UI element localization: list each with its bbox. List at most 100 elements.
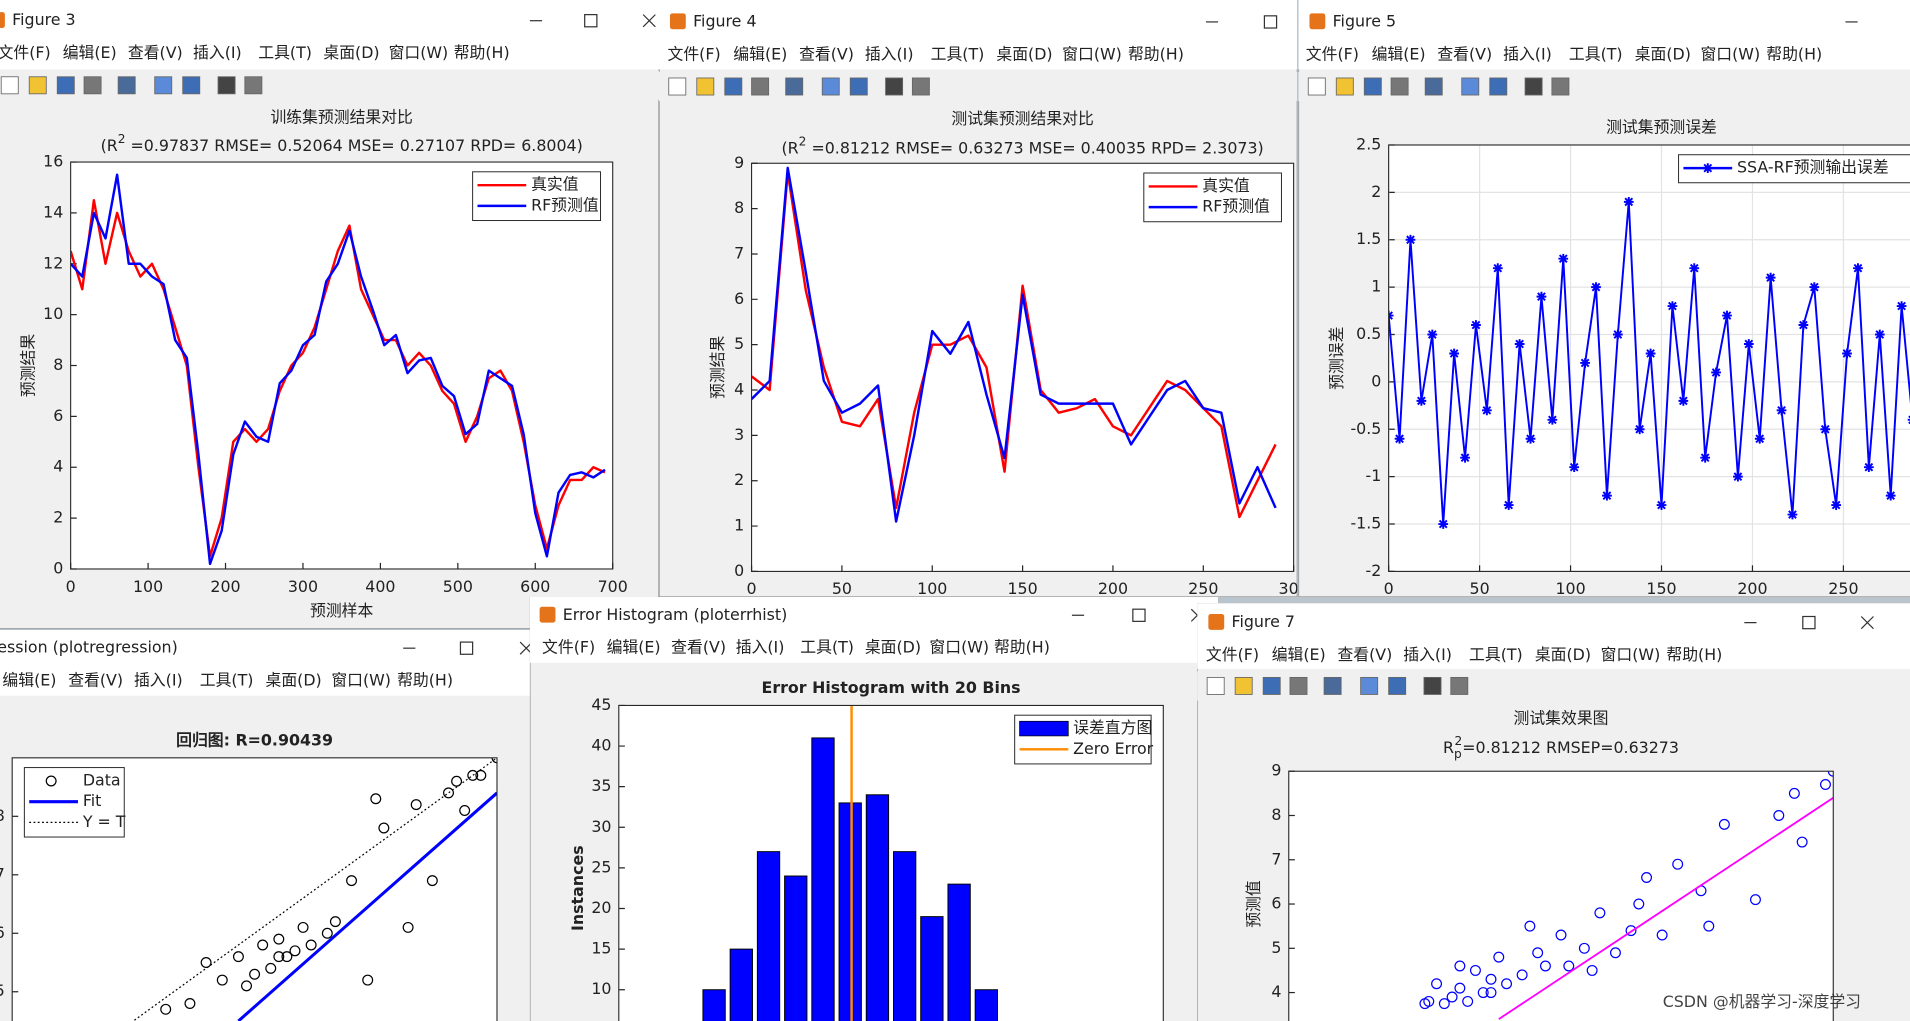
toolbar-button[interactable]: [1390, 77, 1409, 96]
maximize-button[interactable]: [459, 641, 474, 655]
menu-item[interactable]: 桌面(D): [266, 671, 322, 690]
toolbar-button[interactable]: [1234, 676, 1253, 695]
data-point: [216, 974, 228, 986]
toolbar-button[interactable]: [83, 76, 102, 95]
y-tick-label: -0.5: [1350, 419, 1381, 438]
toolbar-button[interactable]: [885, 77, 904, 96]
menu-item[interactable]: 桌面(D): [1635, 44, 1691, 63]
toolbar-button[interactable]: [1423, 676, 1442, 695]
menu-item[interactable]: 文件(F): [1306, 44, 1359, 63]
toolbar-button[interactable]: [1363, 77, 1382, 96]
toolbar-button[interactable]: [1489, 77, 1508, 96]
toolbar-button[interactable]: [154, 76, 173, 95]
data-point: [305, 939, 317, 951]
title-bar: [0, 0, 659, 70]
toolbar-button[interactable]: [785, 77, 804, 96]
menu-item[interactable]: 工具(T): [931, 44, 985, 63]
menu-item[interactable]: 编辑(E): [63, 43, 117, 62]
menu-item[interactable]: 查看(V): [671, 638, 726, 657]
data-point: [1493, 951, 1505, 963]
toolbar-button[interactable]: [182, 76, 201, 95]
menu-item[interactable]: 工具(T): [1469, 645, 1523, 664]
close-button[interactable]: [1860, 616, 1874, 630]
toolbar-button[interactable]: [1450, 676, 1469, 695]
menu-item[interactable]: 帮助(H): [1128, 44, 1184, 63]
menu-item[interactable]: 帮助(H): [454, 43, 510, 62]
menu-item[interactable]: 桌面(D): [865, 638, 921, 657]
maximize-button[interactable]: [1263, 15, 1278, 29]
toolbar-button[interactable]: [1206, 676, 1225, 695]
menu-item[interactable]: 桌面(D): [323, 43, 379, 62]
point-marker: [1689, 263, 1700, 274]
menu-item[interactable]: 查看(V): [1337, 645, 1392, 664]
menu-item[interactable]: 查看(V): [1437, 44, 1492, 63]
toolbar-button[interactable]: [244, 76, 263, 95]
menu-item[interactable]: 编辑(E): [733, 44, 787, 63]
menu-item[interactable]: 窗口(W): [1601, 645, 1661, 664]
menu-item[interactable]: 工具(T): [200, 671, 254, 690]
toolbar-button[interactable]: [1424, 77, 1443, 96]
menu-item[interactable]: 帮助(H): [1766, 44, 1822, 63]
menu-item[interactable]: 插入(I): [736, 638, 785, 657]
toolbar-button[interactable]: [1551, 77, 1570, 96]
menu-item[interactable]: 插入(I): [134, 671, 183, 690]
menu-item[interactable]: 窗口(W): [331, 671, 391, 690]
menu-item[interactable]: 窗口(W): [929, 638, 989, 657]
menu-item[interactable]: 文件(F): [1206, 645, 1259, 664]
toolbar-button[interactable]: [849, 77, 868, 96]
menu-item[interactable]: 帮助(H): [994, 638, 1050, 657]
toolbar-button[interactable]: [1524, 77, 1543, 96]
maximize-button[interactable]: [1132, 608, 1146, 622]
toolbar-button[interactable]: [1388, 676, 1407, 695]
toolbar-button[interactable]: [1360, 676, 1379, 695]
toolbar-button[interactable]: [696, 77, 715, 96]
point-marker: [1853, 263, 1863, 274]
toolbar-button[interactable]: [1461, 77, 1480, 96]
menu-item[interactable]: 桌面(D): [1535, 645, 1591, 664]
toolbar-button[interactable]: [668, 77, 687, 96]
x-tick-label: 150: [1646, 579, 1676, 598]
menu-item[interactable]: 编辑(E): [1272, 645, 1326, 664]
toolbar-button[interactable]: [217, 76, 236, 95]
menu-item[interactable]: 插入(I): [1403, 645, 1452, 664]
menu-item[interactable]: 工具(T): [258, 43, 312, 62]
toolbar-button[interactable]: [1262, 676, 1281, 695]
menu-item[interactable]: 编辑(E): [607, 638, 661, 657]
menu-item[interactable]: 窗口(W): [1700, 44, 1760, 63]
menu-item[interactable]: 编辑(E): [1372, 44, 1426, 63]
toolbar-button[interactable]: [751, 77, 770, 96]
toolbar-button[interactable]: [117, 76, 136, 95]
toolbar-button[interactable]: [0, 76, 19, 95]
menu-item[interactable]: 查看(V): [799, 44, 854, 63]
menu-item[interactable]: 工具(T): [1569, 44, 1623, 63]
menu-item[interactable]: 编辑(E): [2, 671, 56, 690]
toolbar-button[interactable]: [821, 77, 840, 96]
menu-item[interactable]: 窗口(W): [1062, 44, 1122, 63]
menu-item[interactable]: 查看(V): [68, 671, 123, 690]
toolbar-button[interactable]: [911, 77, 930, 96]
maximize-button[interactable]: [1802, 615, 1816, 630]
y-tick-label: 35: [591, 776, 611, 795]
menu-item[interactable]: 桌面(D): [996, 44, 1052, 63]
menu-item[interactable]: 文件(F): [0, 43, 51, 62]
menu-item[interactable]: 插入(I): [193, 43, 242, 62]
toolbar-button[interactable]: [56, 76, 75, 95]
data-point: [1672, 858, 1684, 870]
toolbar-button[interactable]: [28, 76, 47, 95]
maximize-button[interactable]: [584, 14, 598, 28]
toolbar-button[interactable]: [1289, 676, 1308, 695]
menu-item[interactable]: 插入(I): [865, 44, 914, 63]
menu-item[interactable]: 帮助(H): [397, 671, 453, 690]
menu-item[interactable]: 文件(F): [668, 44, 721, 63]
toolbar-button[interactable]: [724, 77, 743, 96]
menu-item[interactable]: 查看(V): [128, 43, 183, 62]
toolbar-button[interactable]: [1307, 77, 1326, 96]
toolbar-button[interactable]: [1335, 77, 1354, 96]
menu-item[interactable]: 插入(I): [1503, 44, 1552, 63]
menu-item[interactable]: 工具(T): [800, 638, 854, 657]
close-button[interactable]: [642, 14, 656, 28]
menu-item[interactable]: 文件(F): [542, 638, 595, 657]
menu-item[interactable]: 帮助(H): [1666, 645, 1722, 664]
toolbar-button[interactable]: [1323, 676, 1342, 695]
menu-item[interactable]: 窗口(W): [389, 43, 449, 62]
